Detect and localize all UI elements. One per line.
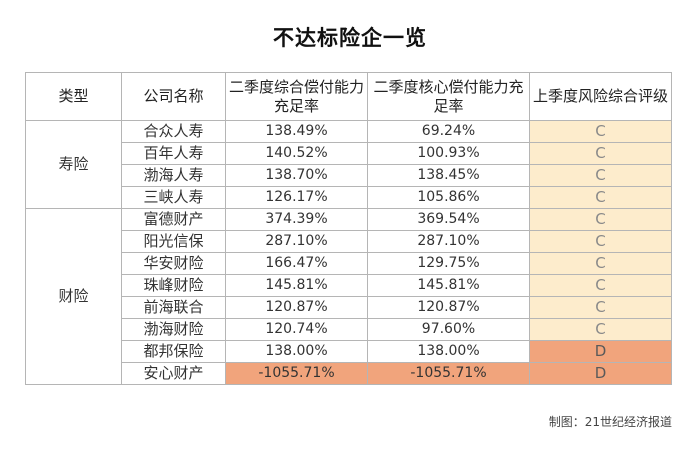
risk-rating: C <box>529 120 672 143</box>
comprehensive-ratio: 166.47% <box>225 252 368 275</box>
table-row: 前海联合 120.87% 120.87% C <box>26 296 672 319</box>
core-ratio: 369.54% <box>367 208 530 231</box>
core-ratio: 120.87% <box>367 296 530 319</box>
comprehensive-ratio: 138.00% <box>225 340 368 363</box>
company-name: 渤海人寿 <box>121 164 226 187</box>
table-row: 渤海人寿 138.70% 138.45% C <box>26 164 672 187</box>
company-name: 合众人寿 <box>121 120 226 143</box>
table-row: 都邦保险 138.00% 138.00% D <box>26 340 672 363</box>
risk-rating: D <box>529 362 672 385</box>
company-name: 阳光信保 <box>121 230 226 253</box>
comprehensive-ratio: 140.52% <box>225 142 368 165</box>
table-row: 财险 富德财产 374.39% 369.54% C <box>25 208 672 385</box>
risk-rating: C <box>529 252 672 275</box>
company-name: 安心财产 <box>121 362 226 385</box>
table-row: 珠峰财险 145.81% 145.81% C <box>26 274 672 297</box>
company-name: 百年人寿 <box>121 142 226 165</box>
insurer-table: 类型 公司名称 二季度综合偿付能力充足率 二季度核心偿付能力充足率 上季度风险综… <box>25 72 672 385</box>
core-ratio: 129.75% <box>367 252 530 275</box>
core-ratio: 97.60% <box>367 318 530 341</box>
risk-rating: D <box>529 340 672 363</box>
comprehensive-ratio: 120.74% <box>225 318 368 341</box>
group-life: 寿险 <box>25 120 122 209</box>
risk-rating: C <box>529 296 672 319</box>
header-comprehensive-ratio: 二季度综合偿付能力充足率 <box>225 72 368 121</box>
company-name: 都邦保险 <box>121 340 226 363</box>
comprehensive-ratio: 374.39% <box>225 208 368 231</box>
table-row: 百年人寿 140.52% 100.93% C <box>26 142 672 165</box>
risk-rating: C <box>529 164 672 187</box>
core-ratio: 138.00% <box>367 340 530 363</box>
core-ratio: 69.24% <box>367 120 530 143</box>
company-name: 富德财产 <box>121 208 226 231</box>
table-row: 华安财险 166.47% 129.75% C <box>26 252 672 275</box>
comprehensive-ratio: -1055.71% <box>225 362 368 385</box>
comprehensive-ratio: 138.49% <box>225 120 368 143</box>
comprehensive-ratio: 145.81% <box>225 274 368 297</box>
comprehensive-ratio: 138.70% <box>225 164 368 187</box>
table-title: 不达标险企一览 <box>273 26 427 50</box>
risk-rating: C <box>529 208 672 231</box>
core-ratio: 105.86% <box>367 186 530 209</box>
core-ratio: 287.10% <box>367 230 530 253</box>
risk-rating: C <box>529 230 672 253</box>
header-core-ratio: 二季度核心偿付能力充足率 <box>367 72 530 121</box>
risk-rating: C <box>529 142 672 165</box>
comprehensive-ratio: 287.10% <box>225 230 368 253</box>
group-property: 财险 <box>25 208 122 385</box>
comprehensive-ratio: 126.17% <box>225 186 368 209</box>
risk-rating: C <box>529 274 672 297</box>
table-row: 阳光信保 287.10% 287.10% C <box>26 230 672 253</box>
company-name: 渤海财险 <box>121 318 226 341</box>
core-ratio: 138.45% <box>367 164 530 187</box>
header-company: 公司名称 <box>121 72 226 121</box>
risk-rating: C <box>529 186 672 209</box>
source-credit: 制图：21世纪经济报道 <box>548 415 672 429</box>
comprehensive-ratio: 120.87% <box>225 296 368 319</box>
table-row: 渤海财险 120.74% 97.60% C <box>26 318 672 341</box>
table-row: 安心财产 -1055.71% -1055.71% D <box>26 362 672 385</box>
header-risk-rating: 上季度风险综合评级 <box>529 72 672 121</box>
table-row: 三峡人寿 126.17% 105.86% C <box>26 186 672 209</box>
core-ratio: -1055.71% <box>367 362 530 385</box>
company-name: 珠峰财险 <box>121 274 226 297</box>
company-name: 华安财险 <box>121 252 226 275</box>
table-row: 寿险 合众人寿 138.49% 69.24% C <box>25 120 672 209</box>
risk-rating: C <box>529 318 672 341</box>
company-name: 前海联合 <box>121 296 226 319</box>
company-name: 三峡人寿 <box>121 186 226 209</box>
core-ratio: 145.81% <box>367 274 530 297</box>
header-row: 类型 公司名称 二季度综合偿付能力充足率 二季度核心偿付能力充足率 上季度风险综… <box>25 72 672 121</box>
core-ratio: 100.93% <box>367 142 530 165</box>
header-type: 类型 <box>25 72 122 121</box>
